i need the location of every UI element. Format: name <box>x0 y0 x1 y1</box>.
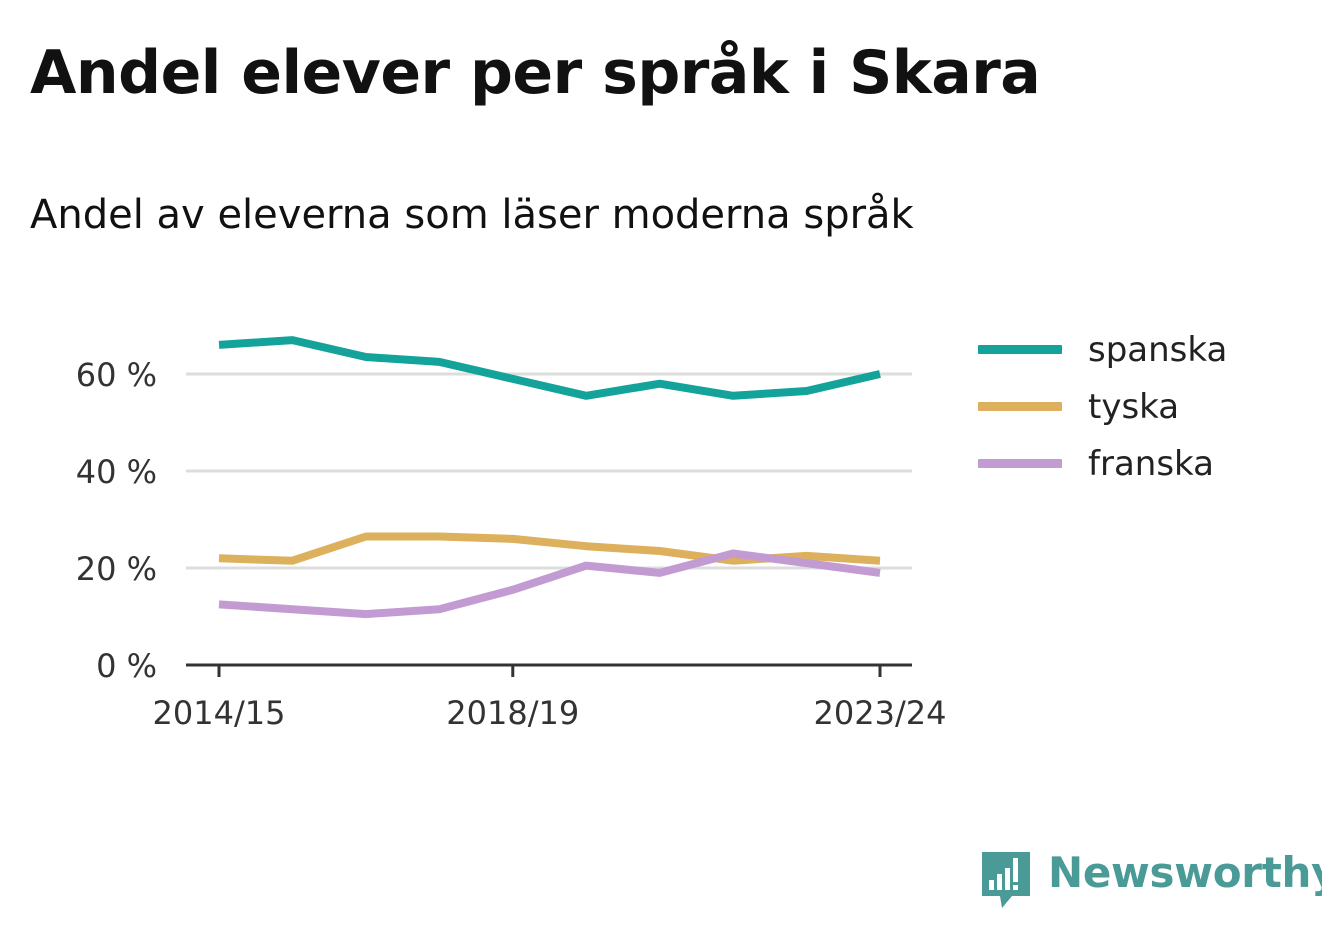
legend-item-franska: franska <box>978 444 1278 484</box>
y-tick-label: 40 % <box>76 453 157 491</box>
y-tick-label: 60 % <box>76 356 157 394</box>
chart-title: Andel elever per språk i Skara <box>30 38 1041 108</box>
legend-swatch <box>978 459 1062 468</box>
legend-swatch <box>978 402 1062 411</box>
series-lines <box>218 336 881 619</box>
grid-lines <box>186 372 912 570</box>
x-axis: 2014/15 2018/19 2023/24 <box>153 663 947 732</box>
y-axis-ticks: 0 % 20 % 40 % 60 % <box>76 356 157 685</box>
series-line-franska <box>218 549 881 619</box>
legend-item-spanska: spanska <box>978 330 1278 370</box>
legend-label: franska <box>1088 444 1214 484</box>
x-tick-label: 2023/24 <box>814 694 947 732</box>
chart-subtitle: Andel av eleverna som läser moderna språ… <box>30 192 914 238</box>
legend-label: tyska <box>1088 387 1180 427</box>
brand-logo: Newsworthy <box>980 848 1322 910</box>
x-tick-label: 2014/15 <box>153 694 286 732</box>
x-tick-label: 2018/19 <box>446 694 579 732</box>
y-tick-label: 0 % <box>96 647 157 685</box>
bar-chart-speech-bubble-icon <box>982 852 1030 908</box>
brand-name: Newsworthy <box>1048 848 1322 897</box>
legend-swatch <box>978 345 1062 354</box>
legend-label: spanska <box>1088 330 1228 370</box>
y-tick-label: 20 % <box>76 550 157 588</box>
legend-item-tyska: tyska <box>978 387 1278 427</box>
series-line-spanska <box>218 336 881 400</box>
